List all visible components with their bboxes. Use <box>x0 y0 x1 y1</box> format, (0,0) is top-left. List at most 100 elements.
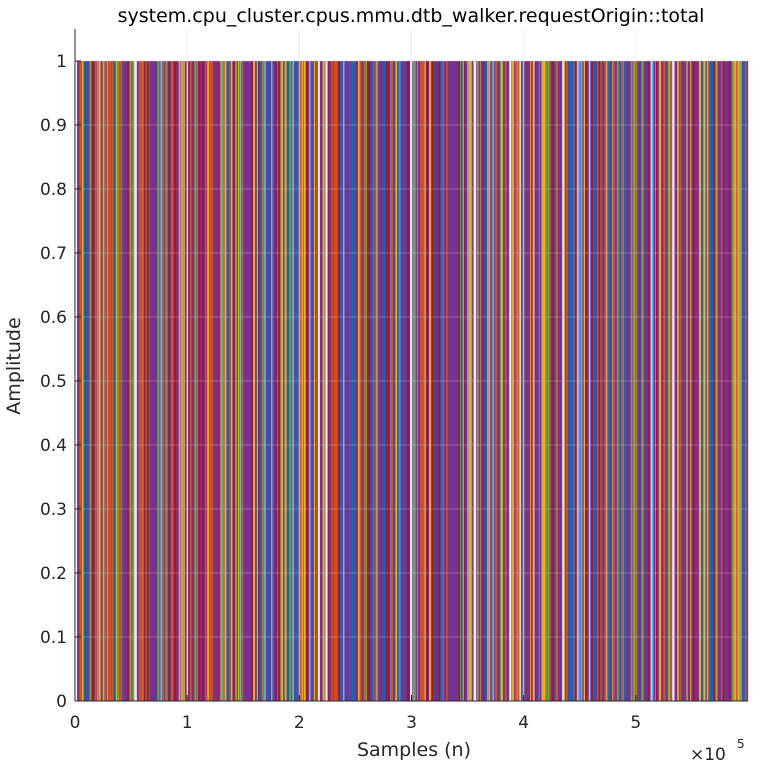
pulse-line <box>243 61 246 701</box>
pulse-line <box>417 61 418 701</box>
pulse-line <box>227 61 230 701</box>
pulse-line <box>135 61 137 701</box>
pulse-line <box>275 61 277 701</box>
pulse-line <box>535 61 537 701</box>
pulse-line <box>402 61 404 701</box>
pulse-line <box>98 61 101 701</box>
pulse-line <box>514 61 516 701</box>
pulse-line <box>467 61 469 701</box>
pulse-line <box>241 61 244 701</box>
pulse-line <box>304 61 306 701</box>
pulse-line <box>530 61 533 701</box>
y-tick-label: 0 <box>56 692 67 712</box>
y-tick-label: 0.6 <box>40 308 67 328</box>
pulse-line <box>474 61 477 701</box>
pulse-line <box>127 61 129 701</box>
pulse-line <box>284 61 287 701</box>
pulse-line <box>171 61 174 701</box>
pulse-line <box>479 61 481 701</box>
pulse-line <box>692 61 695 701</box>
pulse-line <box>338 61 340 701</box>
pulse-line <box>468 61 470 701</box>
pulse-line <box>638 61 640 701</box>
pulse-line <box>246 61 248 701</box>
pulse-line <box>283 61 285 701</box>
pulse-line <box>615 61 617 701</box>
pulse-line <box>412 61 414 701</box>
pulse-line <box>577 61 580 701</box>
pulse-line <box>395 61 398 701</box>
pulse-line <box>554 61 556 701</box>
pulse-line <box>393 61 396 701</box>
pulse-line <box>218 61 220 701</box>
x-tick-labels: 0 1 2 3 4 5 <box>70 713 642 733</box>
pulse-line <box>277 61 278 701</box>
pulse-line <box>433 61 435 701</box>
pulse-line <box>672 61 675 701</box>
pulse-line <box>710 61 712 701</box>
pulse-line <box>291 61 293 701</box>
pulse-line <box>286 61 289 701</box>
pulse-line <box>201 61 205 701</box>
pulse-line <box>719 61 721 701</box>
pulse-line <box>182 61 184 701</box>
pulse-line <box>566 61 568 701</box>
pulse-line <box>725 61 727 701</box>
y-tick-label: 0.9 <box>40 116 67 136</box>
pulse-line <box>174 61 177 701</box>
pulse-line <box>125 61 128 701</box>
pulse-line <box>365 61 367 701</box>
pulse-line <box>342 61 345 701</box>
pulse-line <box>597 61 599 701</box>
pulse-line <box>580 61 583 701</box>
pulse-line <box>582 61 584 701</box>
pulse-line <box>711 61 713 701</box>
pulse-line <box>585 61 587 701</box>
pulse-line <box>275 61 276 701</box>
x-multiplier-base: ×10 <box>690 745 726 765</box>
pulse-line <box>571 61 573 701</box>
pulse-line <box>424 61 426 701</box>
pulse-line <box>390 61 392 701</box>
pulse-line <box>705 61 707 701</box>
pulse-line <box>651 61 654 701</box>
pulse-line <box>576 61 578 701</box>
pulse-line <box>525 61 527 701</box>
x-multiplier-exponent: 5 <box>737 737 745 751</box>
pulse-line <box>167 61 170 701</box>
pulse-line <box>253 61 256 701</box>
pulse-line <box>267 61 269 701</box>
pulse-line <box>142 61 144 701</box>
pulse-line <box>308 61 311 701</box>
pulse-line <box>235 61 238 701</box>
pulse-line <box>434 61 436 701</box>
pulse-line <box>331 61 334 701</box>
pulse-line <box>448 61 450 701</box>
y-tick-label: 0.4 <box>40 436 67 456</box>
pulse-line <box>119 61 121 701</box>
pulse-line <box>583 61 585 701</box>
pulse-line <box>461 61 463 701</box>
pulse-line <box>717 61 719 701</box>
pulse-line <box>623 61 625 701</box>
pulse-line <box>507 61 509 701</box>
pulse-line <box>210 61 213 701</box>
pulse-line <box>197 61 200 701</box>
pulse-line <box>419 61 422 701</box>
pulse-line <box>715 61 717 701</box>
pulse-line <box>532 61 534 701</box>
pulse-line <box>232 61 235 701</box>
pulse-line <box>149 61 152 701</box>
pulse-line <box>295 61 298 701</box>
pulse-line <box>539 61 541 701</box>
pulse-line <box>113 61 116 701</box>
pulse-line <box>436 61 439 701</box>
pulse-line <box>177 61 179 701</box>
pulse-line <box>367 61 369 701</box>
pulse-line <box>536 61 539 701</box>
pulse-line <box>698 61 702 701</box>
pulse-line <box>213 61 216 701</box>
pulse-line <box>492 61 495 701</box>
pulse-line <box>488 61 491 701</box>
pulse-line <box>442 61 444 701</box>
